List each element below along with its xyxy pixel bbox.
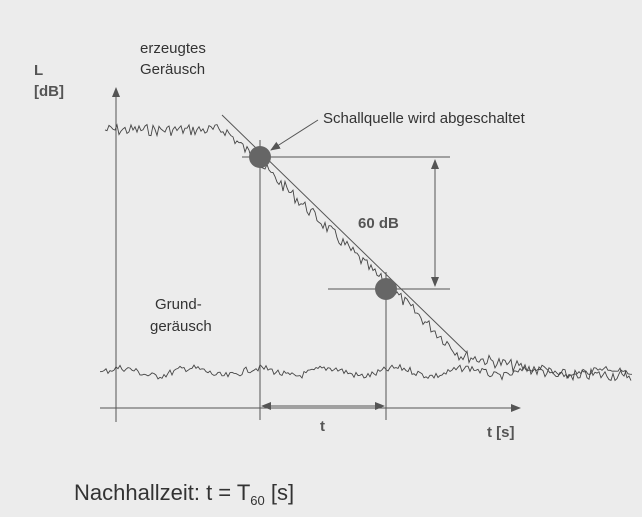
end-point [375,278,397,300]
source-off-label: Schallquelle wird abgeschaltet [323,110,526,127]
generated-label: Geräusch [140,61,205,78]
background-label: Grund- [155,296,202,313]
caption-unit: [s] [265,480,294,505]
interval-label: t [320,418,325,435]
caption-text: Nachhallzeit: t = T [74,480,250,505]
drop-label: 60 dB [358,215,399,232]
generated-label: erzeugtes [140,40,206,57]
caption: Nachhallzeit: t = T60 [s] [74,480,294,508]
caption-subscript: 60 [250,493,264,508]
y-axis-unit: [dB] [34,83,64,100]
pointer-arrow [270,119,319,151]
decay-curve [104,123,632,382]
background-noise-curve [99,363,633,381]
y-axis-symbol: L [34,62,43,79]
x-axis-label: t [s] [487,424,515,441]
start-point [249,146,271,168]
background-label: geräusch [150,318,212,335]
